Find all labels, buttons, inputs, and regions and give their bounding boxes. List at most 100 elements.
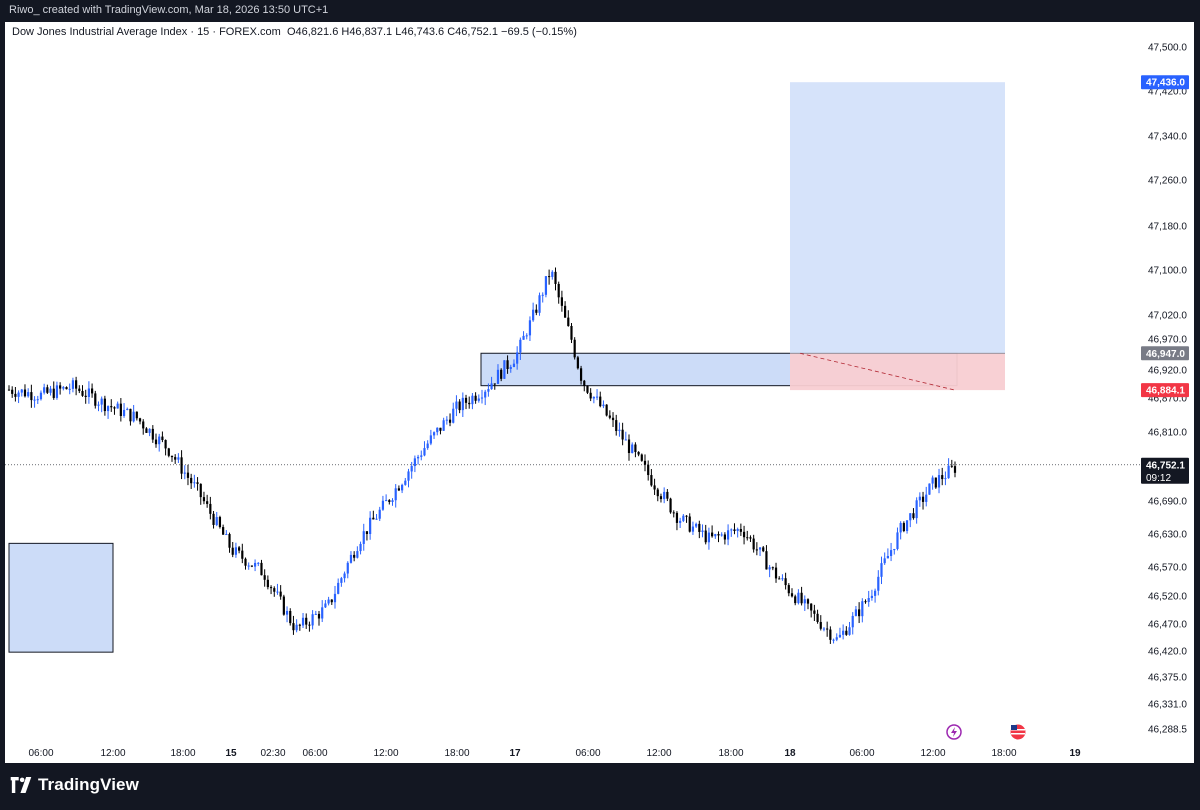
candle-body [669,498,672,513]
candle-body [912,513,915,519]
candle-body [327,599,330,604]
x-axis-tick-label: 18:00 [991,748,1016,759]
candle-body [407,471,410,481]
candle-body [209,503,212,514]
demand-zone-left [8,542,114,653]
candle-body [317,613,321,619]
candle-body [599,396,602,407]
candle-body [899,523,902,533]
candle-body [436,427,439,433]
candle-body [269,587,273,589]
candle-body [55,385,59,398]
candle-body [260,562,263,576]
candle-body [442,420,445,431]
candle-body [790,593,794,597]
candle-body [512,363,516,367]
candle-body [279,591,282,597]
candle-body [567,317,570,326]
candle-body [870,595,874,599]
x-axis-tick-label: 06:00 [302,748,327,759]
candle-body [308,624,311,626]
candle-body [116,403,119,409]
candle-body [516,352,519,364]
candle-body [902,523,905,531]
flag-canton [1011,725,1017,730]
candle-body [439,427,442,431]
x-axis-tick-label: 15 [225,748,237,759]
candle-body [7,389,11,391]
candle-body [253,562,257,567]
candle-body [36,399,39,401]
candle-body [880,563,883,577]
footer-bar: TradingView [0,763,1200,810]
candle-body [752,538,755,550]
candle-body [576,357,579,369]
candle-body [17,392,20,397]
candle-body [180,457,183,474]
target-price-tag-label: 47,436.0 [1146,78,1185,89]
y-axis-tick-label: 46,690.0 [1148,497,1187,508]
candle-body [618,429,621,432]
candle-body [544,276,548,295]
candle-body [848,627,851,635]
y-axis-tick-label: 46,331.0 [1148,700,1187,711]
candle-body [416,456,420,459]
y-axis-tick-label: 46,375.0 [1148,673,1187,684]
candle-body [701,530,704,532]
candle-body [726,530,730,540]
candle-body [720,534,723,536]
candle-body [723,534,726,540]
candle-body [490,383,493,390]
price-change: −69.5 (−0.15%) [501,26,577,38]
candle-body [369,517,372,535]
candle-body [774,567,778,579]
candle-body [675,512,679,523]
candle-body [915,500,918,519]
candle-body [586,385,589,393]
candle-body [75,380,78,389]
candle-body [401,484,404,491]
candle-body [119,403,122,416]
tradingview-brand[interactable]: TradingView [10,775,139,795]
candle-body [167,448,170,456]
candle-body [301,617,305,626]
candle-body [918,496,921,501]
candle-body [634,444,637,452]
candle-body [46,387,49,393]
y-axis-tick-label: 47,100.0 [1148,266,1187,277]
candle-body [404,480,407,485]
candle-body [343,573,346,579]
candle-body [52,388,55,398]
candle-body [803,599,806,604]
candle-body [509,366,512,369]
candle-body [391,500,394,502]
symbol-legend[interactable]: Dow Jones Industrial Average Index · 15 … [12,26,577,38]
candle-body [611,417,615,421]
candle-body [84,395,87,397]
tradingview-logo-icon [10,777,32,793]
candle-body [650,475,653,486]
candle-body [765,551,768,570]
candle-body [273,588,276,592]
candle-body [23,389,27,397]
candle-body [762,547,765,552]
candle-body [554,271,557,284]
position-profit-zone [790,82,1005,354]
candle-body [59,385,62,389]
candle-body [688,516,691,532]
y-axis-tick-label: 46,420.0 [1148,647,1187,658]
candle-body [423,448,426,456]
candle-body [858,609,861,617]
candle-body [928,483,931,495]
candle-body [193,482,196,484]
candle-body [174,457,177,460]
attribution-text: Riwo_ created with TradingView.com, Mar … [9,4,329,16]
candle-body [186,472,190,478]
x-axis-tick-label: 12:00 [100,748,125,759]
candle-body [889,550,893,557]
candle-body [867,598,870,603]
y-axis-tick-label: 46,970.0 [1148,335,1187,346]
candle-body [541,294,544,296]
x-axis-tick-label: 18:00 [718,748,743,759]
